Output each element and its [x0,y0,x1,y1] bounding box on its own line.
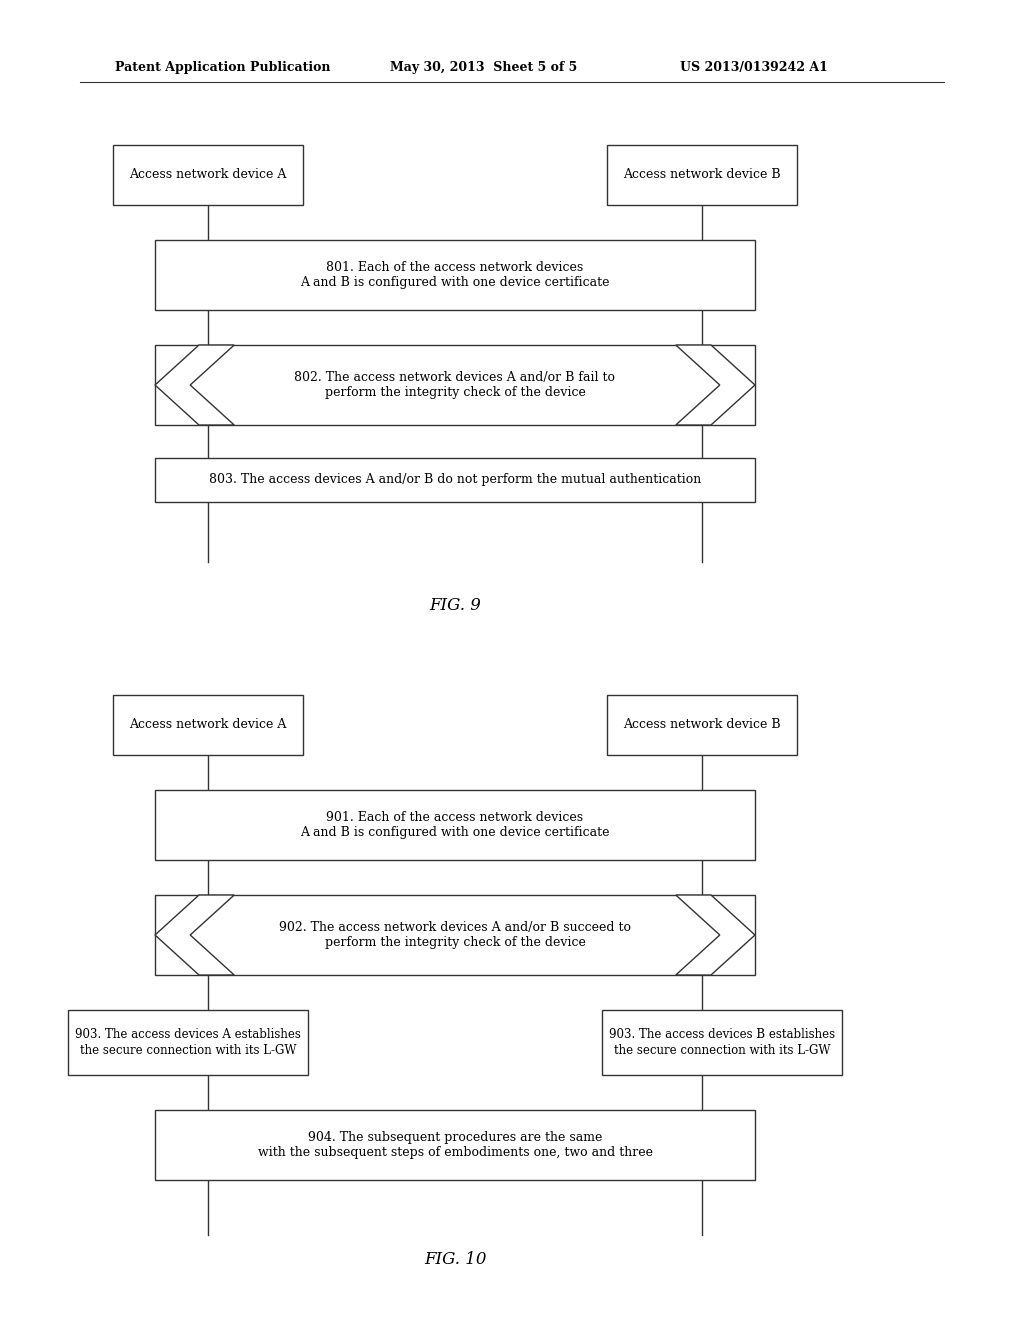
Bar [155,1110,755,1180]
Text: May 30, 2013  Sheet 5 of 5: May 30, 2013 Sheet 5 of 5 [390,62,578,74]
Bar [607,145,797,205]
Bar [155,345,755,425]
Text: FIG. 9: FIG. 9 [429,597,481,614]
Bar [607,696,797,755]
Bar [155,458,755,502]
Text: 802. The access network devices A and/or B fail to
perform the integrity check o: 802. The access network devices A and/or… [295,371,615,399]
Text: Access network device B: Access network device B [624,169,781,181]
Text: Access network device A: Access network device A [129,718,287,731]
Text: 801. Each of the access network devices
A and B is configured with one device ce: 801. Each of the access network devices … [300,261,609,289]
Polygon shape [155,895,234,975]
Text: 901. Each of the access network devices
A and B is configured with one device ce: 901. Each of the access network devices … [300,810,609,840]
Polygon shape [676,345,755,425]
Text: FIG. 10: FIG. 10 [424,1251,486,1269]
Text: US 2013/0139242 A1: US 2013/0139242 A1 [680,62,827,74]
Bar [602,1010,842,1074]
Polygon shape [155,345,234,425]
Text: Access network device A: Access network device A [129,169,287,181]
Text: 903. The access devices A establishes
the secure connection with its L-GW: 903. The access devices A establishes th… [75,1028,301,1056]
Text: Access network device B: Access network device B [624,718,781,731]
Text: 803. The access devices A and/or B do not perform the mutual authentication: 803. The access devices A and/or B do no… [209,474,701,487]
Bar [113,696,303,755]
Bar [155,240,755,310]
Bar [155,895,755,975]
Text: 904. The subsequent procedures are the same
with the subsequent steps of embodim: 904. The subsequent procedures are the s… [257,1131,652,1159]
Bar [155,789,755,861]
Bar [68,1010,308,1074]
Polygon shape [676,895,755,975]
Text: Patent Application Publication: Patent Application Publication [115,62,331,74]
Text: 902. The access network devices A and/or B succeed to
perform the integrity chec: 902. The access network devices A and/or… [279,921,631,949]
Text: 903. The access devices B establishes
the secure connection with its L-GW: 903. The access devices B establishes th… [609,1028,835,1056]
Bar [113,145,303,205]
